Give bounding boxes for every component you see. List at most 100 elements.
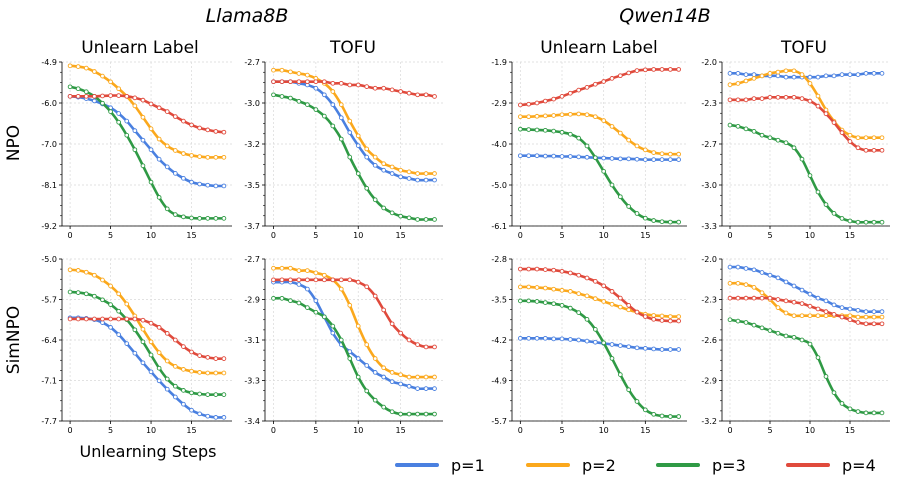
data-point-p2 (551, 286, 557, 292)
data-point-p4 (559, 268, 565, 274)
data-point-p2 (855, 135, 861, 141)
column-title-4: TOFU (780, 38, 827, 58)
x-tick-label: 5 (767, 231, 772, 240)
data-point-p4 (75, 316, 81, 322)
data-point-p3 (863, 219, 869, 225)
data-point-p1 (839, 72, 845, 77)
y-tick-label: -3.1 (244, 336, 260, 345)
data-point-p1 (855, 72, 861, 77)
data-point-p2 (83, 65, 89, 71)
data-point-p4 (338, 277, 344, 283)
data-point-p1 (140, 137, 146, 143)
data-point-p2 (296, 71, 302, 76)
row-label-simnpo: SimNPO (4, 306, 24, 374)
data-point-p4 (347, 82, 353, 88)
legend-label-p4: p=4 (842, 456, 876, 475)
series-line-p2 (728, 69, 884, 140)
data-point-p3 (116, 119, 122, 125)
data-point-p4 (559, 94, 565, 99)
data-point-p3 (389, 409, 395, 415)
data-point-p1 (584, 338, 590, 344)
x-tick-label: 10 (599, 231, 609, 240)
data-point-p2 (181, 151, 186, 156)
data-point-p1 (423, 177, 429, 183)
data-point-p1 (642, 157, 648, 162)
data-point-p2 (423, 374, 429, 380)
data-point-p2 (815, 93, 821, 99)
data-point-p1 (517, 153, 523, 159)
data-point-p2 (609, 301, 615, 307)
x-tick-label: 10 (146, 231, 156, 240)
y-tick-label: -4.9 (491, 377, 507, 386)
data-point-p1 (642, 346, 648, 351)
data-point-p2 (775, 69, 781, 75)
x-tick-label: 10 (353, 231, 363, 240)
data-point-p3 (221, 216, 227, 221)
data-point-p4 (221, 356, 227, 361)
data-point-p4 (271, 79, 276, 85)
data-point-p3 (592, 327, 598, 332)
data-point-p1 (576, 154, 582, 160)
panel-1: -4.9 -6.0 -7.0 -8.1 -9.2 0 5 10 15 (41, 58, 232, 240)
data-point-p1 (676, 157, 682, 162)
data-point-p1 (164, 386, 170, 392)
data-point-p2 (807, 313, 813, 319)
data-point-p1 (389, 171, 395, 176)
data-point-p4 (534, 266, 540, 272)
y-tick-label: -6.0 (41, 99, 57, 108)
data-point-p2 (140, 326, 146, 332)
data-point-p4 (415, 342, 420, 347)
data-point-p4 (330, 277, 336, 283)
data-point-p2 (567, 111, 573, 117)
data-point-p2 (221, 154, 227, 160)
y-tick-label: -1.9 (491, 58, 507, 67)
data-point-p2 (634, 143, 640, 149)
column-title-1: Unlearn Label (81, 38, 199, 58)
data-point-p4 (767, 295, 773, 301)
data-point-p4 (67, 93, 73, 99)
data-point-p3 (288, 95, 293, 101)
data-point-p2 (415, 374, 420, 380)
data-point-p4 (584, 275, 590, 281)
data-point-p2 (517, 284, 523, 290)
data-point-p3 (406, 411, 412, 417)
x-tick-label: 10 (146, 426, 156, 435)
y-tick-label: -3.0 (701, 181, 717, 190)
y-tick-label: -2.7 (701, 140, 717, 149)
data-point-p4 (634, 309, 640, 315)
data-point-p1 (775, 73, 781, 79)
y-tick-label: -4.9 (41, 58, 57, 67)
data-point-p1 (197, 181, 202, 187)
data-point-p2 (305, 268, 310, 273)
data-point-p4 (592, 278, 598, 284)
panel-4: -2.0 -2.3 -2.7 -3.0 -3.3 0 5 10 15 (701, 58, 890, 240)
data-point-p1 (626, 156, 632, 162)
panel-8: -2.0 -2.3 -2.6 -2.9 -3.2 0 5 10 15 (701, 255, 890, 435)
data-point-p2 (415, 171, 420, 176)
x-tick-label: 0 (271, 426, 276, 435)
data-point-p3 (735, 318, 741, 324)
data-point-p4 (181, 118, 186, 124)
data-point-p1 (743, 72, 749, 77)
data-point-p4 (321, 79, 327, 85)
data-point-p4 (642, 67, 648, 73)
data-point-p2 (667, 314, 673, 319)
data-point-p1 (124, 118, 130, 124)
data-point-p3 (799, 337, 805, 343)
data-point-p1 (432, 177, 437, 183)
data-point-p3 (305, 305, 310, 310)
data-point-p2 (100, 277, 105, 283)
data-point-p2 (727, 280, 733, 286)
data-point-p4 (626, 303, 632, 308)
data-point-p3 (156, 365, 162, 371)
data-point-p3 (313, 309, 319, 315)
data-point-p3 (775, 137, 781, 143)
data-point-p4 (381, 85, 387, 91)
data-point-p3 (197, 391, 202, 397)
data-point-p3 (783, 333, 789, 339)
data-point-p3 (592, 155, 598, 161)
data-point-p4 (651, 316, 657, 322)
data-point-p2 (148, 126, 154, 132)
data-point-p2 (559, 112, 565, 118)
